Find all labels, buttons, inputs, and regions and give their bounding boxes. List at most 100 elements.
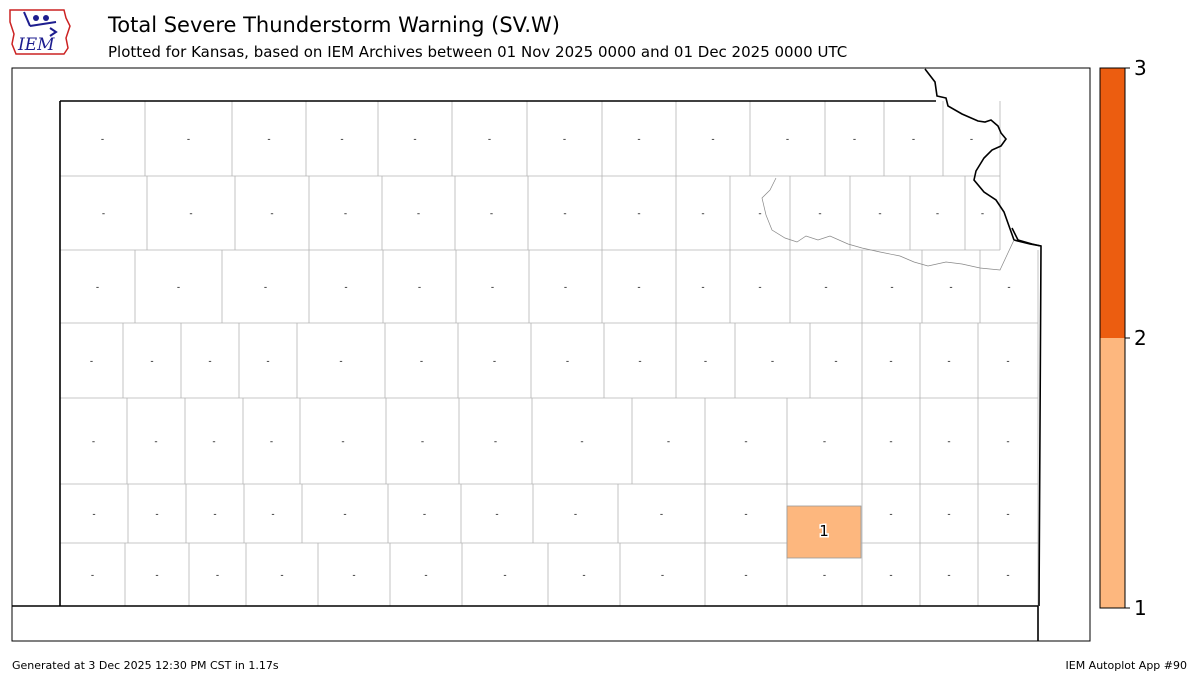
colorbar-low-segment	[1100, 338, 1125, 608]
county-zero-marker: -	[878, 209, 881, 219]
highlighted-county-value: 1	[819, 522, 829, 540]
county-zero-marker: -	[701, 283, 704, 293]
county-zero-marker: -	[266, 357, 269, 367]
county-zero-marker: -	[267, 135, 270, 145]
colorbar-high-segment	[1100, 68, 1125, 338]
county-zero-marker: -	[564, 283, 567, 293]
county-zero-marker: -	[91, 571, 94, 581]
county-zero-marker: -	[155, 571, 158, 581]
county-zero-marker: -	[853, 135, 856, 145]
county-zero-marker: -	[704, 357, 707, 367]
county-zero-marker: -	[638, 357, 641, 367]
county-zero-marker: -	[661, 571, 664, 581]
county-zero-marker: -	[1006, 510, 1009, 520]
county-zero-marker: -	[344, 283, 347, 293]
county-zero-marker: -	[339, 357, 342, 367]
map-title: Total Severe Thunderstorm Warning (SV.W)	[108, 13, 560, 37]
county-zero-marker: -	[417, 209, 420, 219]
county-zero-marker: -	[660, 510, 663, 520]
county-zero-marker: -	[637, 135, 640, 145]
county-zero-marker: -	[423, 510, 426, 520]
county-zero-marker: -	[92, 437, 95, 447]
county-zero-marker: -	[970, 135, 973, 145]
county-zero-marker: -	[421, 437, 424, 447]
county-zero-marker: -	[343, 510, 346, 520]
county-zero-marker: -	[889, 437, 892, 447]
county-zero-marker: -	[981, 209, 984, 219]
county-zero-marker: -	[834, 357, 837, 367]
county-zero-marker: -	[824, 283, 827, 293]
county-zero-marker: -	[488, 135, 491, 145]
county-zero-marker: -	[154, 437, 157, 447]
county-zero-marker: -	[1006, 357, 1009, 367]
county-zero-marker: -	[420, 357, 423, 367]
autoplot-app-label: IEM Autoplot App #90	[1065, 659, 1188, 672]
county-zero-marker: -	[208, 357, 211, 367]
county-zero-marker: -	[823, 437, 826, 447]
county-zero-marker: -	[563, 135, 566, 145]
county-zero-marker: -	[771, 357, 774, 367]
county-zero-marker: -	[491, 283, 494, 293]
county-zero-marker: -	[212, 437, 215, 447]
county-zero-marker: -	[818, 209, 821, 219]
county-zero-marker: -	[1006, 571, 1009, 581]
county-zero-marker: -	[216, 571, 219, 581]
county-zero-marker: -	[823, 571, 826, 581]
generated-timestamp: Generated at 3 Dec 2025 12:30 PM CST in …	[12, 659, 279, 672]
county-zero-marker: -	[1007, 283, 1010, 293]
county-zero-marker: -	[177, 283, 180, 293]
state-boundaries	[12, 68, 1042, 641]
county-zero-marker: -	[949, 283, 952, 293]
county-zero-marker: -	[189, 209, 192, 219]
county-zero-marker: -	[758, 209, 761, 219]
county-zero-marker: -	[270, 209, 273, 219]
county-zero-marker: -	[758, 283, 761, 293]
county-zero-marker: -	[271, 510, 274, 520]
county-zero-marker: -	[493, 357, 496, 367]
county-zero-marker: -	[418, 283, 421, 293]
county-zero-marker: -	[102, 209, 105, 219]
county-zero-marker: -	[264, 283, 267, 293]
county-zero-marker: -	[1006, 437, 1009, 447]
county-zero-marker: -	[889, 357, 892, 367]
county-zero-marker: -	[187, 135, 190, 145]
map-frame	[11, 67, 1091, 642]
county-zero-marker: -	[889, 510, 892, 520]
county-zero-marker: -	[341, 437, 344, 447]
county-zero-marker: -	[413, 135, 416, 145]
county-zero-marker: -	[947, 357, 950, 367]
iowa-outline-icon	[9, 9, 71, 55]
county-zero-marker: -	[912, 135, 915, 145]
county-zero-marker: -	[213, 510, 216, 520]
county-zero-marker: -	[744, 571, 747, 581]
county-zero-marker: -	[563, 209, 566, 219]
county-zero-marker: -	[637, 209, 640, 219]
county-zero-marker: -	[889, 571, 892, 581]
county-zero-marker: -	[947, 510, 950, 520]
county-zero-marker: -	[744, 437, 747, 447]
county-zero-marker: -	[490, 209, 493, 219]
county-zero-marker: -	[701, 209, 704, 219]
county-zero-marker: -	[503, 571, 506, 581]
county-zero-marker: -	[150, 357, 153, 367]
county-zero-marker: -	[352, 571, 355, 581]
county-zero-marker: -	[280, 571, 283, 581]
county-zero-marker: -	[786, 135, 789, 145]
county-zero-marker: -	[155, 510, 158, 520]
county-zero-marker: -	[101, 135, 104, 145]
colorbar-tick-label-1: 1	[1134, 596, 1147, 620]
county-zero-marker: -	[90, 357, 93, 367]
county-zero-marker: -	[936, 209, 939, 219]
county-zero-marker: -	[92, 510, 95, 520]
colorbar-tick-label-2: 2	[1134, 326, 1147, 350]
county-zero-marker: -	[96, 283, 99, 293]
map-subtitle: Plotted for Kansas, based on IEM Archive…	[108, 43, 848, 61]
highlighted-county	[786, 505, 862, 559]
county-zero-marker: -	[344, 209, 347, 219]
county-zero-marker: -	[494, 437, 497, 447]
county-zero-markers: - - - - - - - - - - - - - - - - - - - - - - - - - - - - - - - - - - - - - - - -…	[90, 135, 1011, 581]
county-zero-marker: -	[270, 437, 273, 447]
colorbar-tick-label-3: 3	[1134, 56, 1147, 80]
county-zero-marker: -	[340, 135, 343, 145]
